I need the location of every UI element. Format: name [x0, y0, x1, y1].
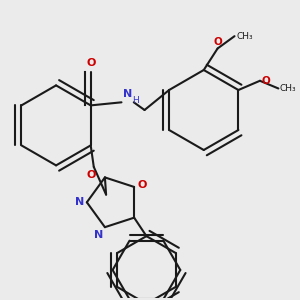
Text: O: O	[213, 37, 222, 47]
Text: N: N	[74, 197, 84, 207]
Text: H: H	[132, 96, 138, 105]
Text: N: N	[123, 89, 132, 99]
Text: O: O	[86, 58, 95, 68]
Text: CH₃: CH₃	[280, 84, 296, 93]
Text: O: O	[86, 170, 95, 180]
Text: N: N	[94, 230, 104, 240]
Text: CH₃: CH₃	[236, 32, 253, 41]
Text: O: O	[262, 76, 270, 86]
Text: O: O	[137, 180, 147, 190]
